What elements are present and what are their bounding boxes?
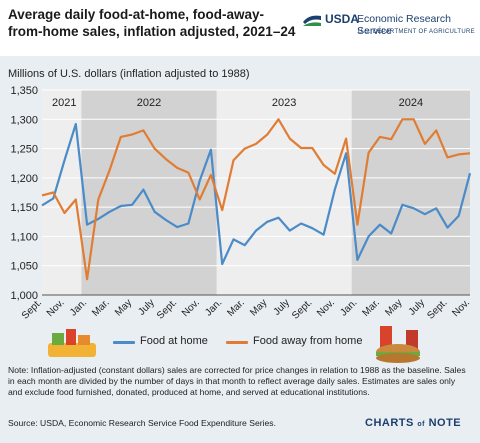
x-tick-label: Mar. <box>360 297 382 319</box>
logo-ers-text: Economic Research Service <box>357 13 451 37</box>
legend-swatch-food-away <box>226 341 248 344</box>
y-tick-label: 1,150 <box>10 202 38 214</box>
usda-logo-icon <box>303 15 321 26</box>
header: Average daily food-at-home, food-away-fr… <box>0 0 480 56</box>
chart-title: Average daily food-at-home, food-away-fr… <box>8 7 296 39</box>
x-tick-label: May <box>383 297 404 318</box>
of-text: of <box>417 421 426 428</box>
x-tick-label: Mar. <box>225 297 247 319</box>
logo-dept-text: U.S. DEPARTMENT OF AGRICULTURE <box>358 29 475 35</box>
legend-swatch-food-at-home <box>113 341 135 344</box>
series-line-food-at-home <box>41 122 472 266</box>
x-tick-label: July <box>136 297 156 317</box>
legend-food-at-home: Food at home <box>140 335 208 347</box>
y-tick-label: 1,350 <box>10 85 38 97</box>
x-tick-label: July <box>407 297 427 317</box>
year-label-2023: 2023 <box>272 97 296 109</box>
y-tick-label: 1,300 <box>10 114 38 126</box>
year-label-2022: 2022 <box>137 97 161 109</box>
charts-text: CHARTS <box>365 417 414 429</box>
x-tick-label: Nov. <box>180 297 202 319</box>
year-label-2024: 2024 <box>399 97 423 109</box>
series-line-food-away-from-home <box>41 118 471 281</box>
y-tick-label: 1,050 <box>10 261 38 273</box>
x-tick-label: May <box>248 297 269 318</box>
x-tick-label: July <box>272 297 292 317</box>
x-tick-label: Sept. <box>155 297 179 321</box>
charts-of-note-logo: CHARTS of NOTE <box>365 417 461 429</box>
x-tick-label: Mar. <box>90 297 112 319</box>
y-tick-label: 1,000 <box>10 290 38 302</box>
chart-source: Source: USDA, Economic Research Service … <box>8 418 276 428</box>
legend-food-away: Food away from home <box>253 335 363 347</box>
note-text: NOTE <box>428 417 462 429</box>
x-tick-label: May <box>113 297 134 318</box>
grocery-bag-icon <box>48 329 96 357</box>
logo-usda-text: USDA <box>325 12 360 26</box>
y-tick-label: 1,100 <box>10 231 38 243</box>
x-tick-label: Nov. <box>450 297 472 319</box>
fast-food-icon <box>376 326 420 363</box>
x-tick-label: Jan. <box>203 297 224 318</box>
year-band-2022 <box>81 90 217 295</box>
y-tick-label: 1,200 <box>10 173 38 185</box>
x-tick-label: Jan. <box>338 297 359 318</box>
x-tick-label: Jan. <box>68 297 89 318</box>
usda-logo: USDA Economic Research Service U.S. DEPA… <box>301 10 476 46</box>
year-label-2021: 2021 <box>52 97 76 109</box>
x-tick-label: Sept. <box>425 297 449 321</box>
y-tick-label: 1,250 <box>10 144 38 156</box>
x-tick-label: Nov. <box>45 297 67 319</box>
year-band-2024 <box>351 90 470 295</box>
x-tick-label: Sept. <box>290 297 314 321</box>
line-chart: 2021 2022 2023 2024 1,000 1,050 1,100 1,150 1,20… <box>10 85 472 322</box>
y-axis-label: Millions of U.S. dollars (inflation adju… <box>8 68 250 80</box>
chart-note: Note: Inflation-adjusted (constant dolla… <box>8 365 466 397</box>
x-tick-label: Nov. <box>315 297 337 319</box>
